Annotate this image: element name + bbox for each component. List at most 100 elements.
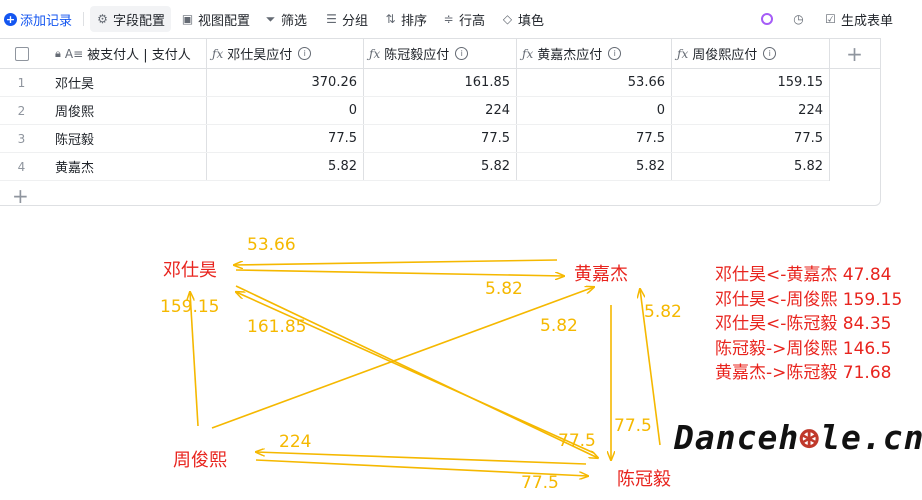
edge-label: 77.5 xyxy=(614,416,652,436)
column-header-deng[interactable]: ƒx 邓仕昊应付 i xyxy=(206,39,363,69)
column-header-label: 邓仕昊应付 xyxy=(227,48,293,63)
gear-icon: ⚙ xyxy=(97,11,108,26)
info-icon[interactable]: i xyxy=(763,47,777,60)
column-header-payee[interactable]: 🔒︎ A≡ 被支付人 | 支付人 xyxy=(43,39,206,69)
formula-icon: ƒx xyxy=(369,46,381,61)
info-icon[interactable]: i xyxy=(298,47,312,60)
ai-ring-icon xyxy=(761,13,773,25)
plus-circle-icon: + xyxy=(4,12,17,26)
toolbar-divider xyxy=(83,12,84,26)
value-cell[interactable]: 224 xyxy=(363,97,516,125)
filter-icon: ⏷ xyxy=(265,11,276,26)
view-settings-icon: ▣ xyxy=(181,11,194,26)
edge-label: 77.5 xyxy=(558,431,596,451)
value-cell[interactable]: 77.5 xyxy=(516,125,671,153)
watermark-logo: Danceh⊛le.cn xyxy=(674,418,922,457)
value-cell[interactable]: 159.15 xyxy=(671,69,829,97)
column-header-huang[interactable]: ƒx 黄嘉杰应付 i xyxy=(516,39,671,69)
data-table: 🔒︎ A≡ 被支付人 | 支付人 ƒx 邓仕昊应付 i ƒx 陈冠毅应付 i ƒ… xyxy=(0,38,881,208)
value-cell[interactable]: 0 xyxy=(516,97,671,125)
value-cell[interactable]: 5.82 xyxy=(206,153,363,181)
node-zhou: 周俊熙 xyxy=(173,450,227,471)
select-all-checkbox[interactable] xyxy=(14,46,29,61)
formula-icon: ƒx xyxy=(212,46,224,61)
formula-icon: ƒx xyxy=(677,46,689,61)
ai-assistant-button[interactable] xyxy=(761,9,773,29)
paint-bucket-icon: ◇ xyxy=(502,11,513,26)
filter-button[interactable]: ⏷ 筛选 xyxy=(264,9,307,29)
value-cell[interactable]: 5.82 xyxy=(363,153,516,181)
view-config-button[interactable]: ▣ 视图配置 xyxy=(181,9,250,29)
select-all-header[interactable] xyxy=(0,39,43,69)
lock-icon: 🔒︎ xyxy=(55,46,61,60)
formula-icon: ƒx xyxy=(522,46,534,61)
generate-form-button[interactable]: ☑ 生成表单 xyxy=(824,9,893,29)
value-cell[interactable]: 5.82 xyxy=(516,153,671,181)
row-index: 3 xyxy=(0,125,43,153)
add-column-button[interactable]: + xyxy=(829,39,880,69)
edge-label: 224 xyxy=(279,432,312,452)
field-config-label: 字段配置 xyxy=(113,13,166,29)
column-header-zhou[interactable]: ƒx 周俊熙应付 i xyxy=(671,39,829,69)
edge-chen-to-zhou xyxy=(256,452,587,465)
value-cell[interactable]: 77.5 xyxy=(206,125,363,153)
node-huang: 黄嘉杰 xyxy=(574,264,628,285)
info-icon[interactable]: i xyxy=(608,47,622,60)
fill-color-label: 填色 xyxy=(518,13,545,29)
value-cell[interactable]: 370.26 xyxy=(206,69,363,97)
edge-huang-to-deng xyxy=(234,259,558,265)
row-name-cell[interactable]: 周俊熙 xyxy=(43,97,206,125)
fill-color-button[interactable]: ◇ 填色 xyxy=(501,9,544,29)
add-row-button[interactable]: + xyxy=(12,184,29,208)
row-name-cell[interactable]: 邓仕昊 xyxy=(43,69,206,97)
settlement-summary: 邓仕昊<-黄嘉杰 47.84 邓仕昊<-周俊熙 159.15 邓仕昊<-陈冠毅 … xyxy=(715,263,902,386)
node-chen: 陈冠毅 xyxy=(617,469,671,490)
summary-line: 陈冠毅->周俊熙 146.5 xyxy=(715,338,892,359)
column-header-label: 陈冠毅应付 xyxy=(384,48,450,63)
row-height-button[interactable]: ≑ 行高 xyxy=(442,9,485,29)
value-cell[interactable]: 77.5 xyxy=(363,125,516,153)
edge-label: 5.82 xyxy=(644,302,682,322)
row-index: 2 xyxy=(0,97,43,125)
row-name-cell[interactable]: 黄嘉杰 xyxy=(43,153,206,181)
column-divider xyxy=(206,39,207,181)
add-record-button[interactable]: + 添加记录 xyxy=(4,9,72,29)
plus-icon: + xyxy=(846,41,863,66)
summary-line: 邓仕昊<-黄嘉杰 47.84 xyxy=(715,265,892,285)
value-cell[interactable]: 224 xyxy=(671,97,829,125)
value-cell[interactable]: 77.5 xyxy=(671,125,829,153)
column-header-label: 周俊熙应付 xyxy=(692,48,758,63)
column-divider xyxy=(829,39,830,181)
column-divider xyxy=(363,39,364,181)
edge-deng-to-huang xyxy=(235,269,564,276)
summary-line: 邓仕昊<-周俊熙 159.15 xyxy=(715,289,903,310)
column-header-chen[interactable]: ƒx 陈冠毅应付 i xyxy=(363,39,516,69)
sort-icon: ⇅ xyxy=(385,11,396,26)
view-config-label: 视图配置 xyxy=(198,13,251,29)
form-checkbox-icon: ☑ xyxy=(825,11,836,26)
row-index: 4 xyxy=(0,153,43,181)
column-divider xyxy=(671,39,672,181)
value-cell[interactable]: 0 xyxy=(206,97,363,125)
summary-line: 黄嘉杰->陈冠毅 71.68 xyxy=(715,363,892,383)
value-cell[interactable]: 5.82 xyxy=(671,153,829,181)
sort-button[interactable]: ⇅ 排序 xyxy=(384,9,427,29)
value-cell[interactable]: 161.85 xyxy=(363,69,516,97)
value-cell[interactable]: 53.66 xyxy=(516,69,671,97)
edge-label: 161.85 xyxy=(247,317,307,337)
field-config-button[interactable]: ⚙ 字段配置 xyxy=(90,6,172,32)
column-header-label: 被支付人 | 支付人 xyxy=(87,48,191,63)
node-deng: 邓仕昊 xyxy=(163,260,217,281)
column-divider xyxy=(516,39,517,181)
history-button[interactable]: ◷ xyxy=(792,9,809,29)
edge-label: 53.66 xyxy=(247,235,296,255)
summary-line: 邓仕昊<-陈冠毅 84.35 xyxy=(715,314,892,334)
row-name-cell[interactable]: 陈冠毅 xyxy=(43,125,206,153)
group-button[interactable]: ☰ 分组 xyxy=(325,9,368,29)
row-height-icon: ≑ xyxy=(443,11,454,26)
generate-form-label: 生成表单 xyxy=(841,13,894,29)
edge-label: 159.15 xyxy=(160,297,220,317)
edge-label: 5.82 xyxy=(485,279,523,299)
info-icon[interactable]: i xyxy=(455,47,469,60)
edge-zhou-to-huang xyxy=(211,287,594,429)
